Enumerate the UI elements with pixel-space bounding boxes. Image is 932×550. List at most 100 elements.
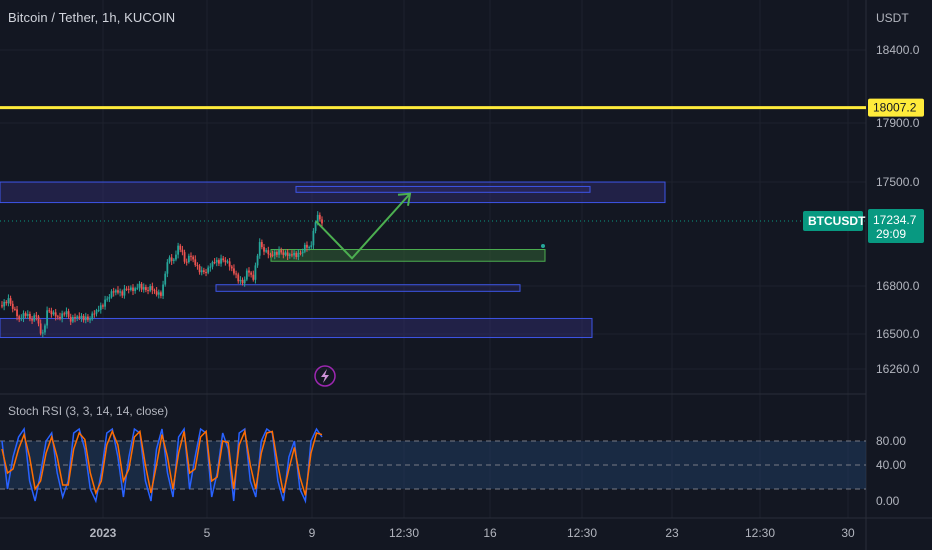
ticker-label: BTCUSDT [808, 214, 866, 228]
projection-arrow[interactable] [315, 193, 411, 260]
candle-body [39, 323, 42, 334]
candle-body [314, 222, 317, 231]
price-tick-label: 16800.0 [876, 279, 920, 293]
candle-body [243, 279, 246, 284]
candle-body [205, 272, 207, 274]
candle-body [303, 244, 306, 252]
candle-body [67, 311, 70, 317]
candle-body [102, 305, 104, 307]
candle-body [222, 258, 225, 261]
support-zone[interactable] [0, 317, 593, 339]
candle-body [226, 261, 229, 263]
price-tick-label: 16500.0 [876, 327, 920, 341]
candle-body [175, 254, 177, 260]
candle-body [129, 287, 132, 290]
candle-body [213, 262, 216, 264]
candle-body [245, 270, 248, 280]
candle-body [26, 313, 29, 316]
candle-body [123, 288, 126, 296]
candles [1, 211, 323, 338]
candle-body [218, 260, 220, 264]
candle-body [265, 250, 268, 252]
time-tick-label: 2023 [90, 526, 117, 540]
indicator-label[interactable]: Stoch RSI (3, 3, 14, 14, close) [8, 404, 169, 418]
candle-body [209, 266, 212, 268]
candle-body [44, 325, 46, 333]
ticker-badge[interactable] [803, 210, 863, 231]
candle-body [16, 309, 18, 317]
candle-body [140, 283, 143, 290]
candle-body [104, 299, 106, 307]
candle-body [198, 265, 201, 273]
candle-body [256, 255, 259, 266]
candle-body [50, 310, 53, 315]
candle-body [65, 311, 68, 315]
time-tick-label: 5 [204, 526, 211, 540]
candle-body [166, 262, 169, 274]
candle-body [108, 297, 111, 299]
candle-body [185, 261, 188, 263]
candle-body [211, 262, 214, 267]
candle-body [82, 315, 85, 321]
candle-body [59, 316, 61, 319]
candle-body [237, 274, 240, 282]
candle-body [56, 316, 59, 318]
time-tick-label: 9 [309, 526, 316, 540]
candle-body [267, 250, 270, 255]
lightning-icon[interactable] [314, 365, 336, 387]
candle-body [177, 245, 180, 255]
candle-body [7, 298, 10, 304]
candle-body [149, 286, 152, 291]
candle-body [41, 332, 44, 334]
candle-body [114, 290, 117, 293]
candle-body [9, 298, 12, 304]
last-price-badge[interactable] [868, 208, 924, 243]
candle-body [207, 267, 210, 273]
candle-body [220, 258, 222, 264]
candle-body [112, 291, 115, 293]
candle-body [61, 313, 64, 319]
candle-body [22, 313, 25, 319]
candle-body [1, 305, 3, 307]
candle-body [248, 270, 250, 273]
price-tick-label: 16260.0 [876, 362, 920, 376]
time-tick-label: 12:30 [567, 526, 597, 540]
demand-zone[interactable] [270, 249, 546, 262]
candle-body [97, 309, 100, 311]
stoch-tick-label: 80.00 [876, 434, 906, 448]
bar-countdown: 29:09 [876, 227, 906, 241]
candle-body [91, 313, 94, 320]
candle-body [76, 316, 79, 319]
minor-support-zone[interactable] [215, 284, 521, 292]
candle-body [142, 287, 145, 290]
candle-body [155, 291, 158, 295]
candle-body [110, 291, 113, 298]
symbol-title[interactable]: Bitcoin / Tether, 1h, KUCOIN [8, 10, 176, 25]
candle-body [318, 214, 321, 220]
candle-body [172, 259, 175, 261]
candle-body [228, 261, 231, 267]
candle-body [84, 316, 87, 321]
candle-body [194, 259, 197, 266]
currency-label: USDT [876, 11, 909, 25]
candle-body [54, 312, 57, 317]
candle-body [200, 270, 203, 273]
candle-body [260, 242, 263, 248]
candle-body [46, 310, 49, 326]
candle-body [273, 252, 276, 256]
candle-body [239, 279, 242, 282]
candle-body [316, 214, 319, 223]
candle-body [250, 272, 253, 275]
candle-body [258, 242, 261, 256]
last-price-value: 17234.7 [873, 213, 917, 227]
candle-body [224, 260, 227, 263]
time-tick-label: 30 [841, 526, 855, 540]
target-zone[interactable] [295, 185, 591, 193]
candle-body [295, 252, 298, 257]
candle-body [63, 313, 66, 315]
candle-body [125, 288, 128, 290]
candle-body [181, 249, 184, 253]
horizontal-line-badge[interactable] [868, 98, 924, 117]
